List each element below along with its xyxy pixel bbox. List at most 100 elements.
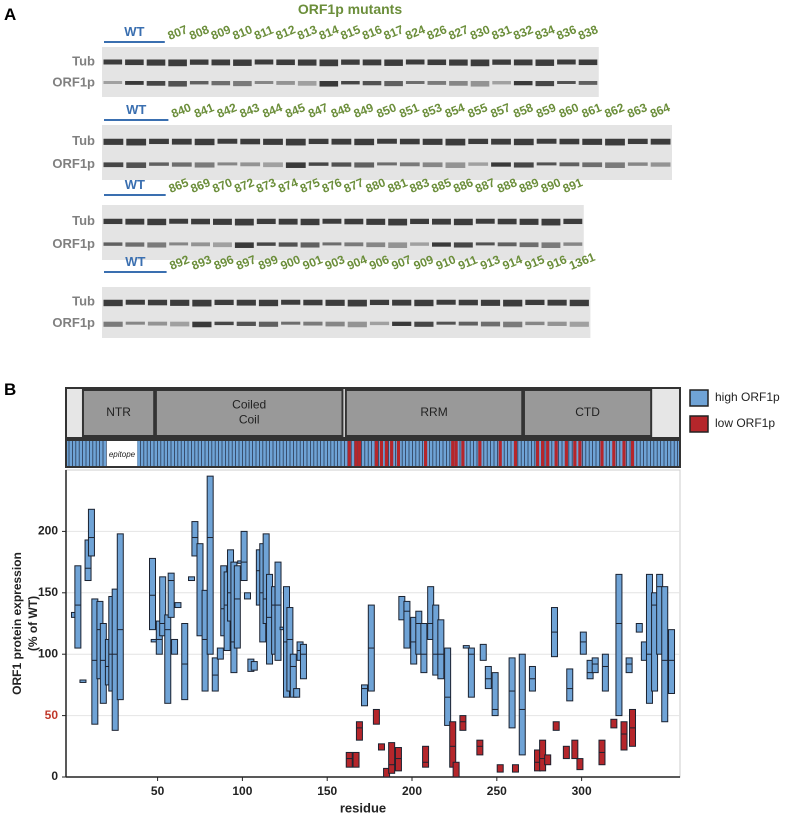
strip-low [396,441,401,466]
mutation-strip [65,439,681,468]
orf1p-band [388,242,408,248]
range-bar [196,543,204,637]
tub-band [427,59,447,66]
wt-label: WT [125,177,145,192]
orf1p-band [147,242,167,248]
tub-band [605,138,625,146]
lane-label: 813 [295,22,319,43]
tub-band [103,299,123,307]
range-bar [591,657,599,674]
band-label: Tub [72,133,95,148]
orf1p-band [475,242,495,246]
orf1p-band [168,81,187,87]
orf1p-band [559,162,580,167]
x-tick-label: 300 [572,784,592,798]
orf1p-band [535,81,555,87]
strip-low [379,441,384,466]
orf1p-band [366,242,386,248]
tub-band [422,138,443,145]
tub-band [547,299,567,306]
orf1p-band [191,242,210,247]
band-label: ORF1p [52,236,95,251]
orf1p-band [297,81,317,86]
orf1p-band [468,162,489,166]
tub-band [557,59,576,65]
orf1p-band [605,162,625,168]
range-bar [552,721,560,731]
orf1p-band [405,81,425,84]
orf1p-band [458,321,478,326]
orf1p-band [211,81,231,86]
orf1p-band [285,162,306,168]
range-bar [452,761,460,778]
orf1p-band [341,81,360,85]
tub-band [322,218,342,224]
tub-band [492,59,511,65]
tub-band [258,299,279,307]
strip-low [546,441,550,466]
tub-band [535,59,555,66]
range-bar [240,530,248,582]
range-bar [355,721,363,741]
orf1p-band [627,162,648,166]
range-bar [167,572,175,618]
tub-band [445,138,466,146]
orf1p-band [449,81,468,86]
strip-low [564,441,568,466]
range-bar [496,764,504,773]
tub-band [344,218,364,225]
orf1p-band [480,321,501,327]
lane-label: 816 [360,22,384,43]
lane-label: 814 [317,22,341,43]
lane-label: 858 [511,100,535,121]
tub-band [213,218,232,225]
strip-low [354,441,358,466]
orf1p-band [240,162,261,167]
tub-band [377,138,397,144]
orf1p-band [103,81,123,84]
lane-label: 853 [420,100,444,121]
tub-band [281,299,301,305]
wt-label: WT [126,102,146,117]
strip-low [600,441,604,466]
tub-band [559,138,580,145]
domain [154,389,344,437]
orf1p-band [547,321,567,326]
panel-label: B [4,380,16,399]
range-bar [562,745,570,760]
tub-band [146,59,166,66]
strip-low [423,441,428,466]
orf1p-band [650,162,671,167]
tub-band [319,59,339,67]
tub-band [233,59,252,66]
lane-label: 817 [382,22,406,43]
strip-low [384,441,389,466]
range-bar [345,751,353,768]
range-bar [188,576,196,582]
orf1p-band [192,321,212,328]
orf1p-band [319,81,339,87]
tub-band [399,138,420,145]
orf1p-band [103,321,123,327]
range-bar [274,561,282,661]
range-bar [544,754,552,766]
panel-label: A [4,5,16,24]
tub-band [354,138,375,146]
lane-label: 850 [374,100,398,121]
range-bar [79,679,87,683]
domain [522,389,653,437]
lane-label: 841 [192,100,216,121]
y-tick-label: 50 [45,708,59,722]
tub-band [217,138,238,144]
orf1p-band [557,81,576,84]
x-tick-label: 200 [402,784,422,798]
lane-label: 840 [169,100,193,121]
tub-band [308,138,329,145]
x-axis-label: residue [340,800,386,815]
orf1p-band [513,81,533,86]
tub-band [234,218,254,226]
range-bar [191,521,199,557]
strip-low [374,441,378,466]
tub-band [103,218,123,225]
lane-label: 830 [468,22,492,43]
